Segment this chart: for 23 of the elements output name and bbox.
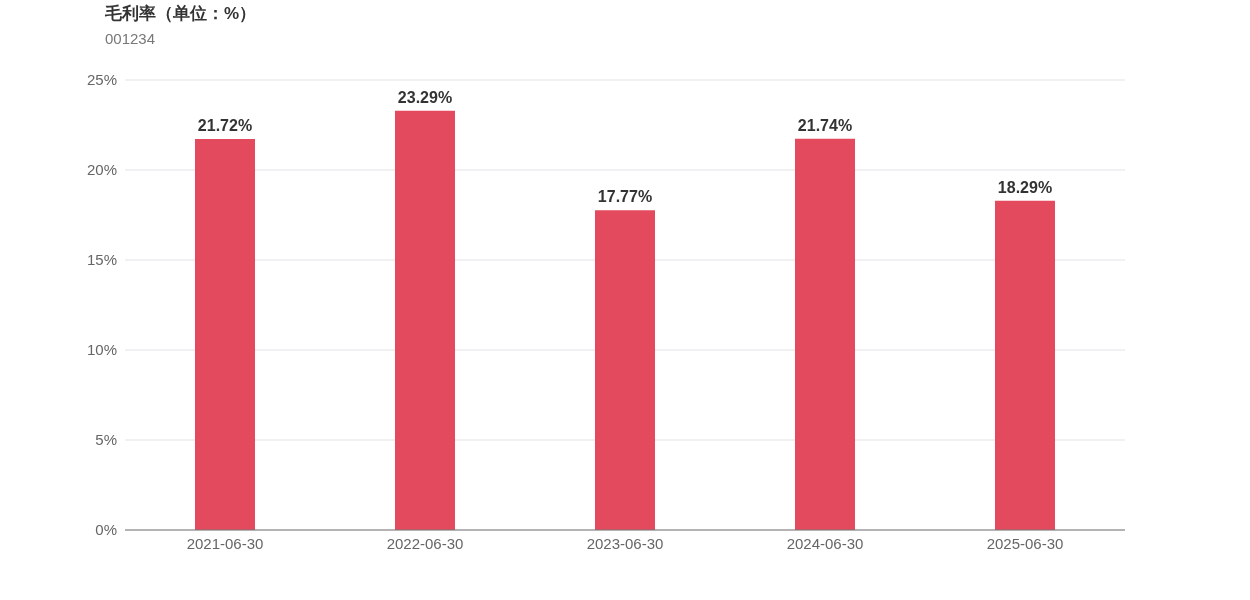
chart-subtitle: 001234 (105, 30, 156, 47)
x-tick-label: 2021-06-30 (186, 534, 264, 552)
data-label: 23.29% (397, 88, 453, 106)
data-label: 18.29% (997, 178, 1053, 196)
y-tick-label: 10% (86, 341, 117, 359)
bar (395, 110, 455, 530)
bar (195, 139, 255, 530)
data-label: 17.77% (597, 188, 653, 206)
y-tick-label: 15% (86, 251, 117, 269)
x-tick-label: 2024-06-30 (786, 534, 864, 552)
bar (595, 210, 655, 530)
y-tick-label: 5% (95, 431, 117, 449)
x-tick-label: 2022-06-30 (386, 534, 464, 552)
data-label: 21.74% (797, 116, 853, 134)
y-tick-label: 20% (86, 161, 117, 179)
y-tick-label: 0% (95, 521, 117, 539)
y-tick-label: 25% (86, 71, 117, 89)
bar (795, 138, 855, 530)
data-label: 21.72% (197, 117, 253, 135)
chart-title: 毛利率（单位：%） (105, 3, 257, 25)
x-tick-label: 2023-06-30 (586, 534, 664, 552)
x-tick-label: 2025-06-30 (986, 534, 1064, 552)
bar (995, 200, 1055, 530)
